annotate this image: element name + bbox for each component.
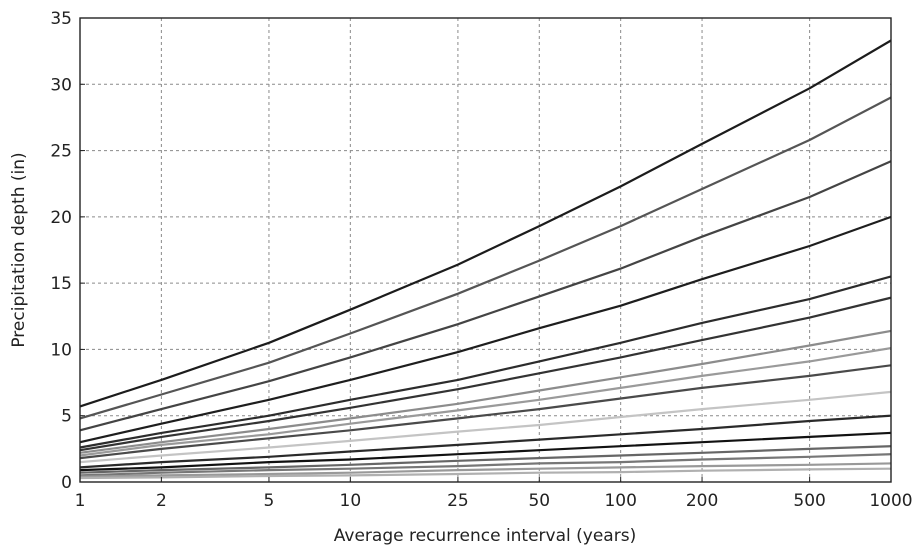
x-axis-ticks: 1 2 5 10 25 50 100 200 500 1000 (75, 477, 913, 511)
series-line-6 (79, 296, 892, 452)
series-line-10 (79, 390, 892, 464)
x-axis-label: Average recurrence interval (years) (334, 526, 636, 546)
x-tick-label: 500 (793, 491, 825, 511)
x-tick-label: 25 (447, 491, 469, 511)
x-tick-label: 1 (75, 491, 86, 511)
series-line-8 (79, 347, 892, 457)
x-tick-label: 50 (528, 491, 550, 511)
x-tick-label: 2 (156, 491, 167, 511)
y-tick-label: 0 (61, 473, 72, 493)
x-tick-label: 100 (604, 491, 636, 511)
grid (80, 18, 891, 482)
y-tick-label: 5 (61, 407, 72, 427)
x-tick-label: 10 (340, 491, 362, 511)
x-tick-label: 1000 (869, 491, 912, 511)
y-tick-label: 35 (50, 9, 72, 29)
series-line-16 (79, 467, 892, 480)
series-line-9 (79, 364, 892, 460)
series-lines (79, 39, 892, 480)
y-tick-label: 20 (50, 208, 72, 228)
series-line-11 (79, 414, 892, 469)
series-line-14 (79, 453, 892, 477)
x-tick-label: 5 (264, 491, 275, 511)
series-line-12 (79, 431, 892, 472)
y-axis-label: Precipitation depth (in) (9, 152, 29, 347)
series-line-1 (79, 39, 892, 408)
y-tick-label: 10 (50, 340, 72, 360)
series-line-15 (79, 462, 892, 478)
x-tick-label: 200 (686, 491, 718, 511)
y-tick-label: 30 (50, 75, 72, 95)
series-line-4 (79, 215, 892, 444)
series-line-5 (79, 275, 892, 449)
y-axis-ticks: 0 5 10 15 20 25 30 35 (50, 9, 85, 493)
series-line-2 (79, 96, 892, 420)
plot-frame (79, 17, 892, 483)
series-line-13 (79, 445, 892, 474)
y-tick-label: 25 (50, 142, 72, 162)
series-line-7 (79, 329, 892, 454)
series-line-3 (79, 160, 892, 432)
y-tick-label: 15 (50, 274, 72, 294)
